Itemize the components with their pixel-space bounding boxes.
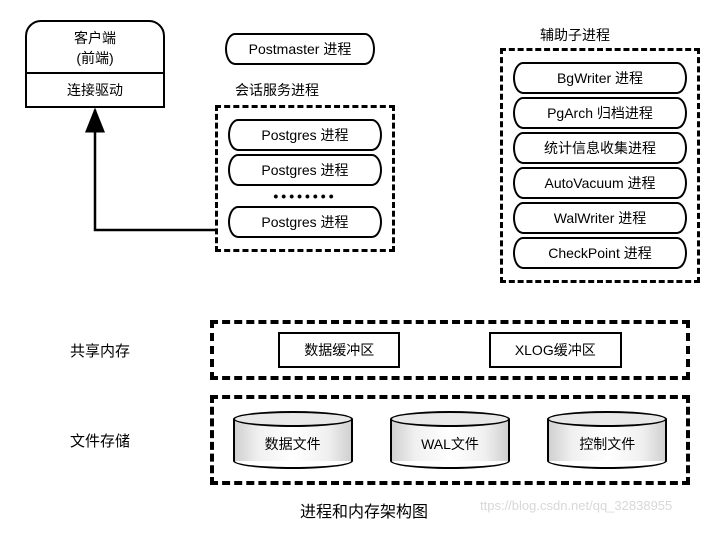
postgres-process: Postgres 进程: [228, 206, 382, 238]
file-storage-label: 文件存储: [70, 430, 130, 451]
stats-collector-process: 统计信息收集进程: [513, 132, 687, 164]
session-label: 会话服务进程: [235, 80, 319, 100]
checkpoint-process: CheckPoint 进程: [513, 237, 687, 269]
client-subtitle: (前端): [27, 48, 163, 68]
shared-memory-label: 共享内存: [70, 340, 130, 361]
aux-group: BgWriter 进程 PgArch 归档进程 统计信息收集进程 AutoVac…: [500, 48, 700, 283]
wal-file-label: WAL文件: [390, 434, 510, 454]
xlog-buffer: XLOG缓冲区: [489, 332, 622, 368]
client-box: 客户端 (前端) 连接驱动: [25, 20, 165, 108]
postgres-process: Postgres 进程: [228, 119, 382, 151]
client-title: 客户端: [27, 28, 163, 48]
pgarch-process: PgArch 归档进程: [513, 97, 687, 129]
ellipsis: ••••••••: [228, 189, 382, 203]
wal-file-cylinder: WAL文件: [390, 411, 510, 469]
postgres-process: Postgres 进程: [228, 154, 382, 186]
bgwriter-process: BgWriter 进程: [513, 62, 687, 94]
control-file-cylinder: 控制文件: [547, 411, 667, 469]
aux-label: 辅助子进程: [540, 25, 610, 45]
postmaster-process: Postmaster 进程: [225, 33, 375, 65]
shared-memory-group: 数据缓冲区 XLOG缓冲区: [210, 320, 690, 380]
autovacuum-process: AutoVacuum 进程: [513, 167, 687, 199]
client-driver: 连接驱动: [27, 74, 163, 106]
watermark: ttps://blog.csdn.net/qq_32838955: [480, 498, 672, 513]
data-buffer: 数据缓冲区: [278, 332, 400, 368]
data-file-label: 数据文件: [233, 434, 353, 454]
file-storage-group: 数据文件 WAL文件 控制文件: [210, 395, 690, 485]
control-file-label: 控制文件: [547, 434, 667, 454]
diagram-caption: 进程和内存架构图: [300, 498, 428, 522]
data-file-cylinder: 数据文件: [233, 411, 353, 469]
client-header: 客户端 (前端): [27, 22, 163, 74]
walwriter-process: WalWriter 进程: [513, 202, 687, 234]
session-group: Postgres 进程 Postgres 进程 •••••••• Postgre…: [215, 105, 395, 252]
